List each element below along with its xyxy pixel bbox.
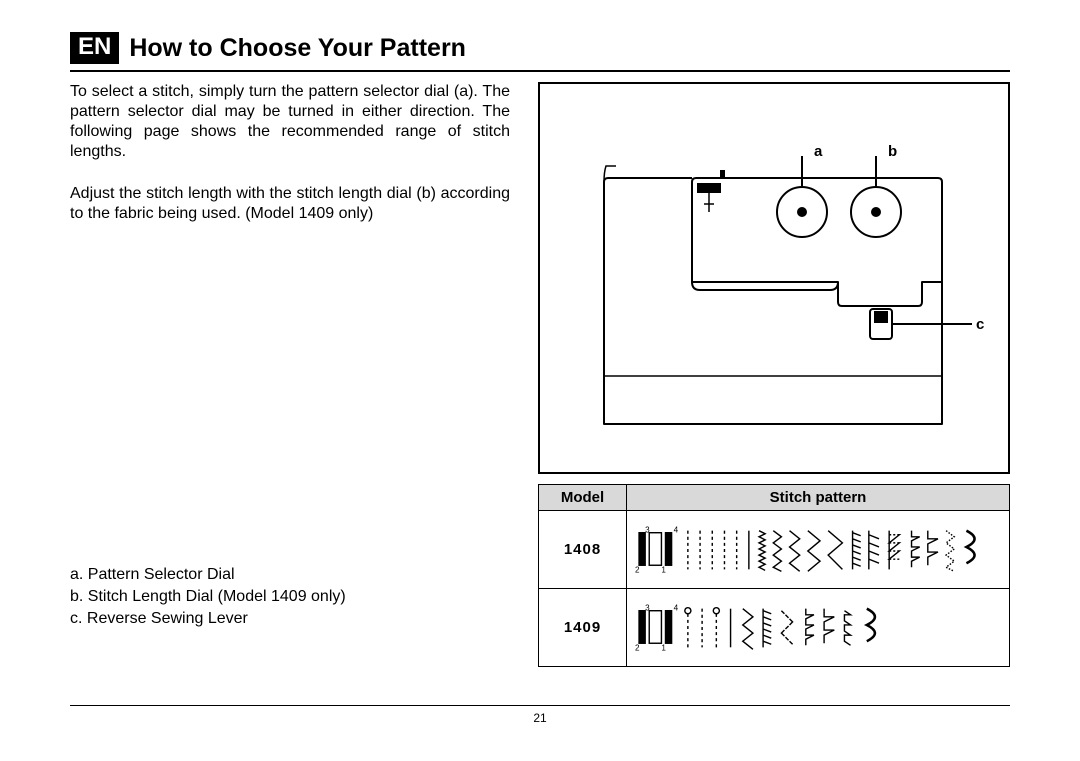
sewing-machine-figure: a b c: [538, 82, 1010, 474]
language-badge: EN: [70, 32, 119, 64]
page-number: 21: [0, 711, 1080, 725]
paragraph-2: Adjust the stitch length with the stitch…: [70, 184, 510, 224]
legend-list: a. Pattern Selector Dial b. Stitch Lengt…: [70, 564, 510, 629]
svg-text:4: 4: [674, 604, 679, 613]
stitch-set-1409: 3 2 1 4: [635, 597, 1001, 659]
model-cell-1409: 1409: [539, 589, 627, 667]
paragraph-1: To select a stitch, simply turn the patt…: [70, 82, 510, 162]
svg-text:3: 3: [645, 604, 650, 613]
svg-text:4: 4: [674, 526, 679, 535]
legend-a: a. Pattern Selector Dial: [70, 564, 510, 586]
title-rule: [70, 70, 1010, 72]
figure-label-b: b: [888, 143, 897, 160]
right-column: a b c Model Stitch pattern 1408: [538, 82, 1010, 667]
svg-text:3: 3: [645, 526, 650, 535]
svg-text:1: 1: [661, 565, 666, 574]
th-pattern: Stitch pattern: [627, 485, 1010, 511]
figure-label-c: c: [976, 316, 984, 333]
legend-b: b. Stitch Length Dial (Model 1409 only): [70, 586, 510, 608]
footer-rule: [70, 705, 1010, 706]
legend-c: c. Reverse Sewing Lever: [70, 608, 510, 630]
title-row: EN How to Choose Your Pattern: [70, 32, 1010, 64]
svg-text:2: 2: [635, 643, 640, 652]
figure-label-a: a: [814, 143, 823, 160]
stitch-set-1408: 3 2 1 4: [635, 519, 1001, 581]
page-title: How to Choose Your Pattern: [129, 34, 466, 63]
model-cell-1408: 1408: [539, 511, 627, 589]
machine-svg: a b c: [540, 84, 1008, 472]
svg-text:2: 2: [635, 565, 640, 574]
left-column: To select a stitch, simply turn the patt…: [70, 82, 510, 667]
table-row: 1408 3 2 1: [539, 511, 1010, 589]
pattern-cell-1409: 3 2 1 4: [627, 589, 1010, 667]
stitch-pattern-table: Model Stitch pattern 1408: [538, 484, 1010, 667]
th-model: Model: [539, 485, 627, 511]
svg-text:1: 1: [661, 643, 666, 652]
table-row: 1409 3 2 1: [539, 589, 1010, 667]
pattern-cell-1408: 3 2 1 4: [627, 511, 1010, 589]
